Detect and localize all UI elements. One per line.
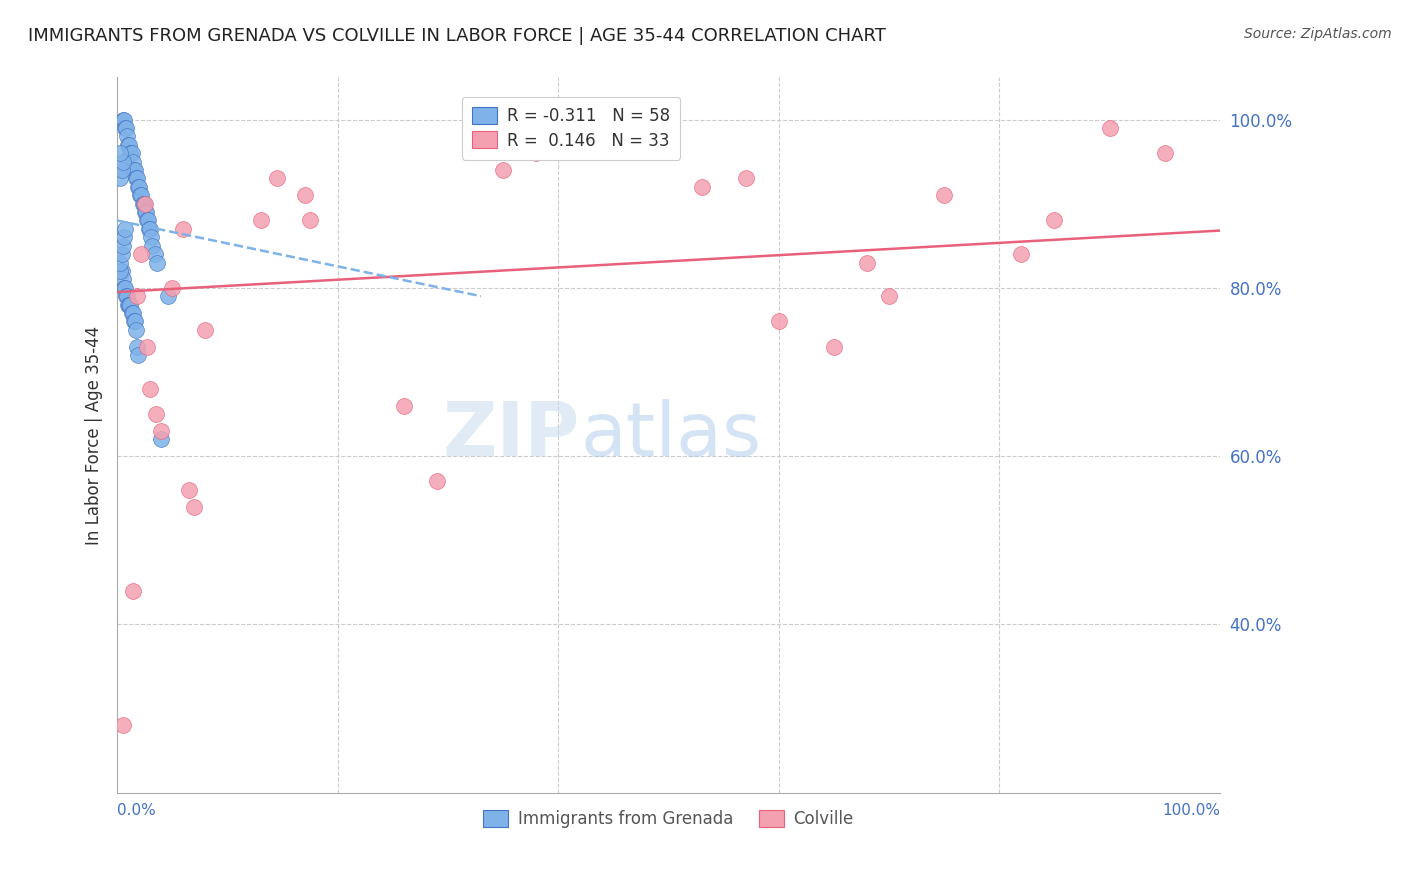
Point bbox=[121, 583, 143, 598]
Point bbox=[150, 424, 173, 438]
Point bbox=[136, 213, 159, 227]
Point bbox=[125, 289, 148, 303]
Point bbox=[177, 483, 200, 497]
Text: Source: ZipAtlas.com: Source: ZipAtlas.com bbox=[1244, 27, 1392, 41]
Point bbox=[114, 281, 136, 295]
Point bbox=[121, 154, 143, 169]
Point bbox=[111, 238, 134, 252]
Point bbox=[768, 314, 790, 328]
Point bbox=[492, 163, 515, 178]
Point bbox=[131, 196, 153, 211]
Legend: Immigrants from Grenada, Colville: Immigrants from Grenada, Colville bbox=[477, 803, 860, 834]
Point bbox=[877, 289, 900, 303]
Point bbox=[118, 298, 141, 312]
Point bbox=[131, 188, 153, 202]
Point bbox=[734, 171, 756, 186]
Point bbox=[136, 213, 159, 227]
Point bbox=[112, 281, 135, 295]
Point bbox=[1010, 247, 1032, 261]
Point bbox=[1098, 120, 1121, 135]
Point bbox=[162, 281, 184, 295]
Point bbox=[111, 272, 134, 286]
Point bbox=[299, 213, 322, 227]
Point bbox=[115, 129, 138, 144]
Point bbox=[117, 298, 139, 312]
Point bbox=[294, 188, 316, 202]
Point bbox=[125, 340, 148, 354]
Point bbox=[118, 137, 141, 152]
Point bbox=[125, 171, 148, 186]
Point bbox=[120, 146, 142, 161]
Point bbox=[145, 407, 167, 421]
Point bbox=[141, 230, 163, 244]
Point bbox=[117, 137, 139, 152]
Point bbox=[115, 289, 138, 303]
Text: IMMIGRANTS FROM GRENADA VS COLVILLE IN LABOR FORCE | AGE 35-44 CORRELATION CHART: IMMIGRANTS FROM GRENADA VS COLVILLE IN L… bbox=[28, 27, 886, 45]
Point bbox=[111, 112, 134, 127]
Point bbox=[139, 222, 162, 236]
Point bbox=[121, 306, 143, 320]
Point bbox=[134, 205, 156, 219]
Point bbox=[141, 238, 163, 252]
Point bbox=[110, 255, 132, 269]
Point bbox=[125, 323, 148, 337]
Text: atlas: atlas bbox=[581, 399, 761, 472]
Point bbox=[128, 179, 150, 194]
Point bbox=[156, 289, 179, 303]
Point bbox=[110, 264, 132, 278]
Y-axis label: In Labor Force | Age 35-44: In Labor Force | Age 35-44 bbox=[86, 326, 103, 545]
Point bbox=[426, 475, 449, 489]
Point bbox=[136, 340, 159, 354]
Point bbox=[121, 306, 143, 320]
Point bbox=[110, 163, 132, 178]
Point bbox=[111, 718, 134, 732]
Point bbox=[146, 255, 169, 269]
Point bbox=[1153, 146, 1175, 161]
Point bbox=[266, 171, 288, 186]
Text: ZIP: ZIP bbox=[443, 399, 581, 472]
Point bbox=[114, 120, 136, 135]
Point bbox=[124, 163, 146, 178]
Point bbox=[690, 179, 713, 194]
Point bbox=[115, 120, 138, 135]
Point bbox=[172, 222, 194, 236]
Point bbox=[110, 146, 132, 161]
Point bbox=[122, 163, 145, 178]
Point bbox=[127, 179, 149, 194]
Point bbox=[125, 171, 148, 186]
Point bbox=[934, 188, 956, 202]
Text: 100.0%: 100.0% bbox=[1161, 803, 1220, 818]
Point bbox=[110, 171, 132, 186]
Point bbox=[134, 196, 156, 211]
Point bbox=[138, 222, 160, 236]
Point bbox=[121, 146, 143, 161]
Point bbox=[856, 255, 879, 269]
Point bbox=[120, 298, 142, 312]
Point bbox=[124, 314, 146, 328]
Point bbox=[139, 382, 162, 396]
Point bbox=[110, 247, 132, 261]
Point bbox=[115, 289, 138, 303]
Point bbox=[392, 399, 415, 413]
Point bbox=[110, 264, 132, 278]
Point bbox=[183, 500, 205, 514]
Point bbox=[823, 340, 845, 354]
Point bbox=[1043, 213, 1066, 227]
Text: 0.0%: 0.0% bbox=[117, 803, 156, 818]
Point bbox=[129, 188, 152, 202]
Point bbox=[127, 348, 149, 362]
Point bbox=[112, 112, 135, 127]
Point bbox=[111, 154, 134, 169]
Point bbox=[524, 146, 547, 161]
Point bbox=[122, 314, 145, 328]
Point bbox=[194, 323, 217, 337]
Point bbox=[131, 247, 153, 261]
Point bbox=[249, 213, 271, 227]
Point bbox=[132, 196, 155, 211]
Point bbox=[143, 247, 166, 261]
Point bbox=[114, 222, 136, 236]
Point bbox=[150, 432, 173, 446]
Point bbox=[112, 230, 135, 244]
Point bbox=[135, 205, 157, 219]
